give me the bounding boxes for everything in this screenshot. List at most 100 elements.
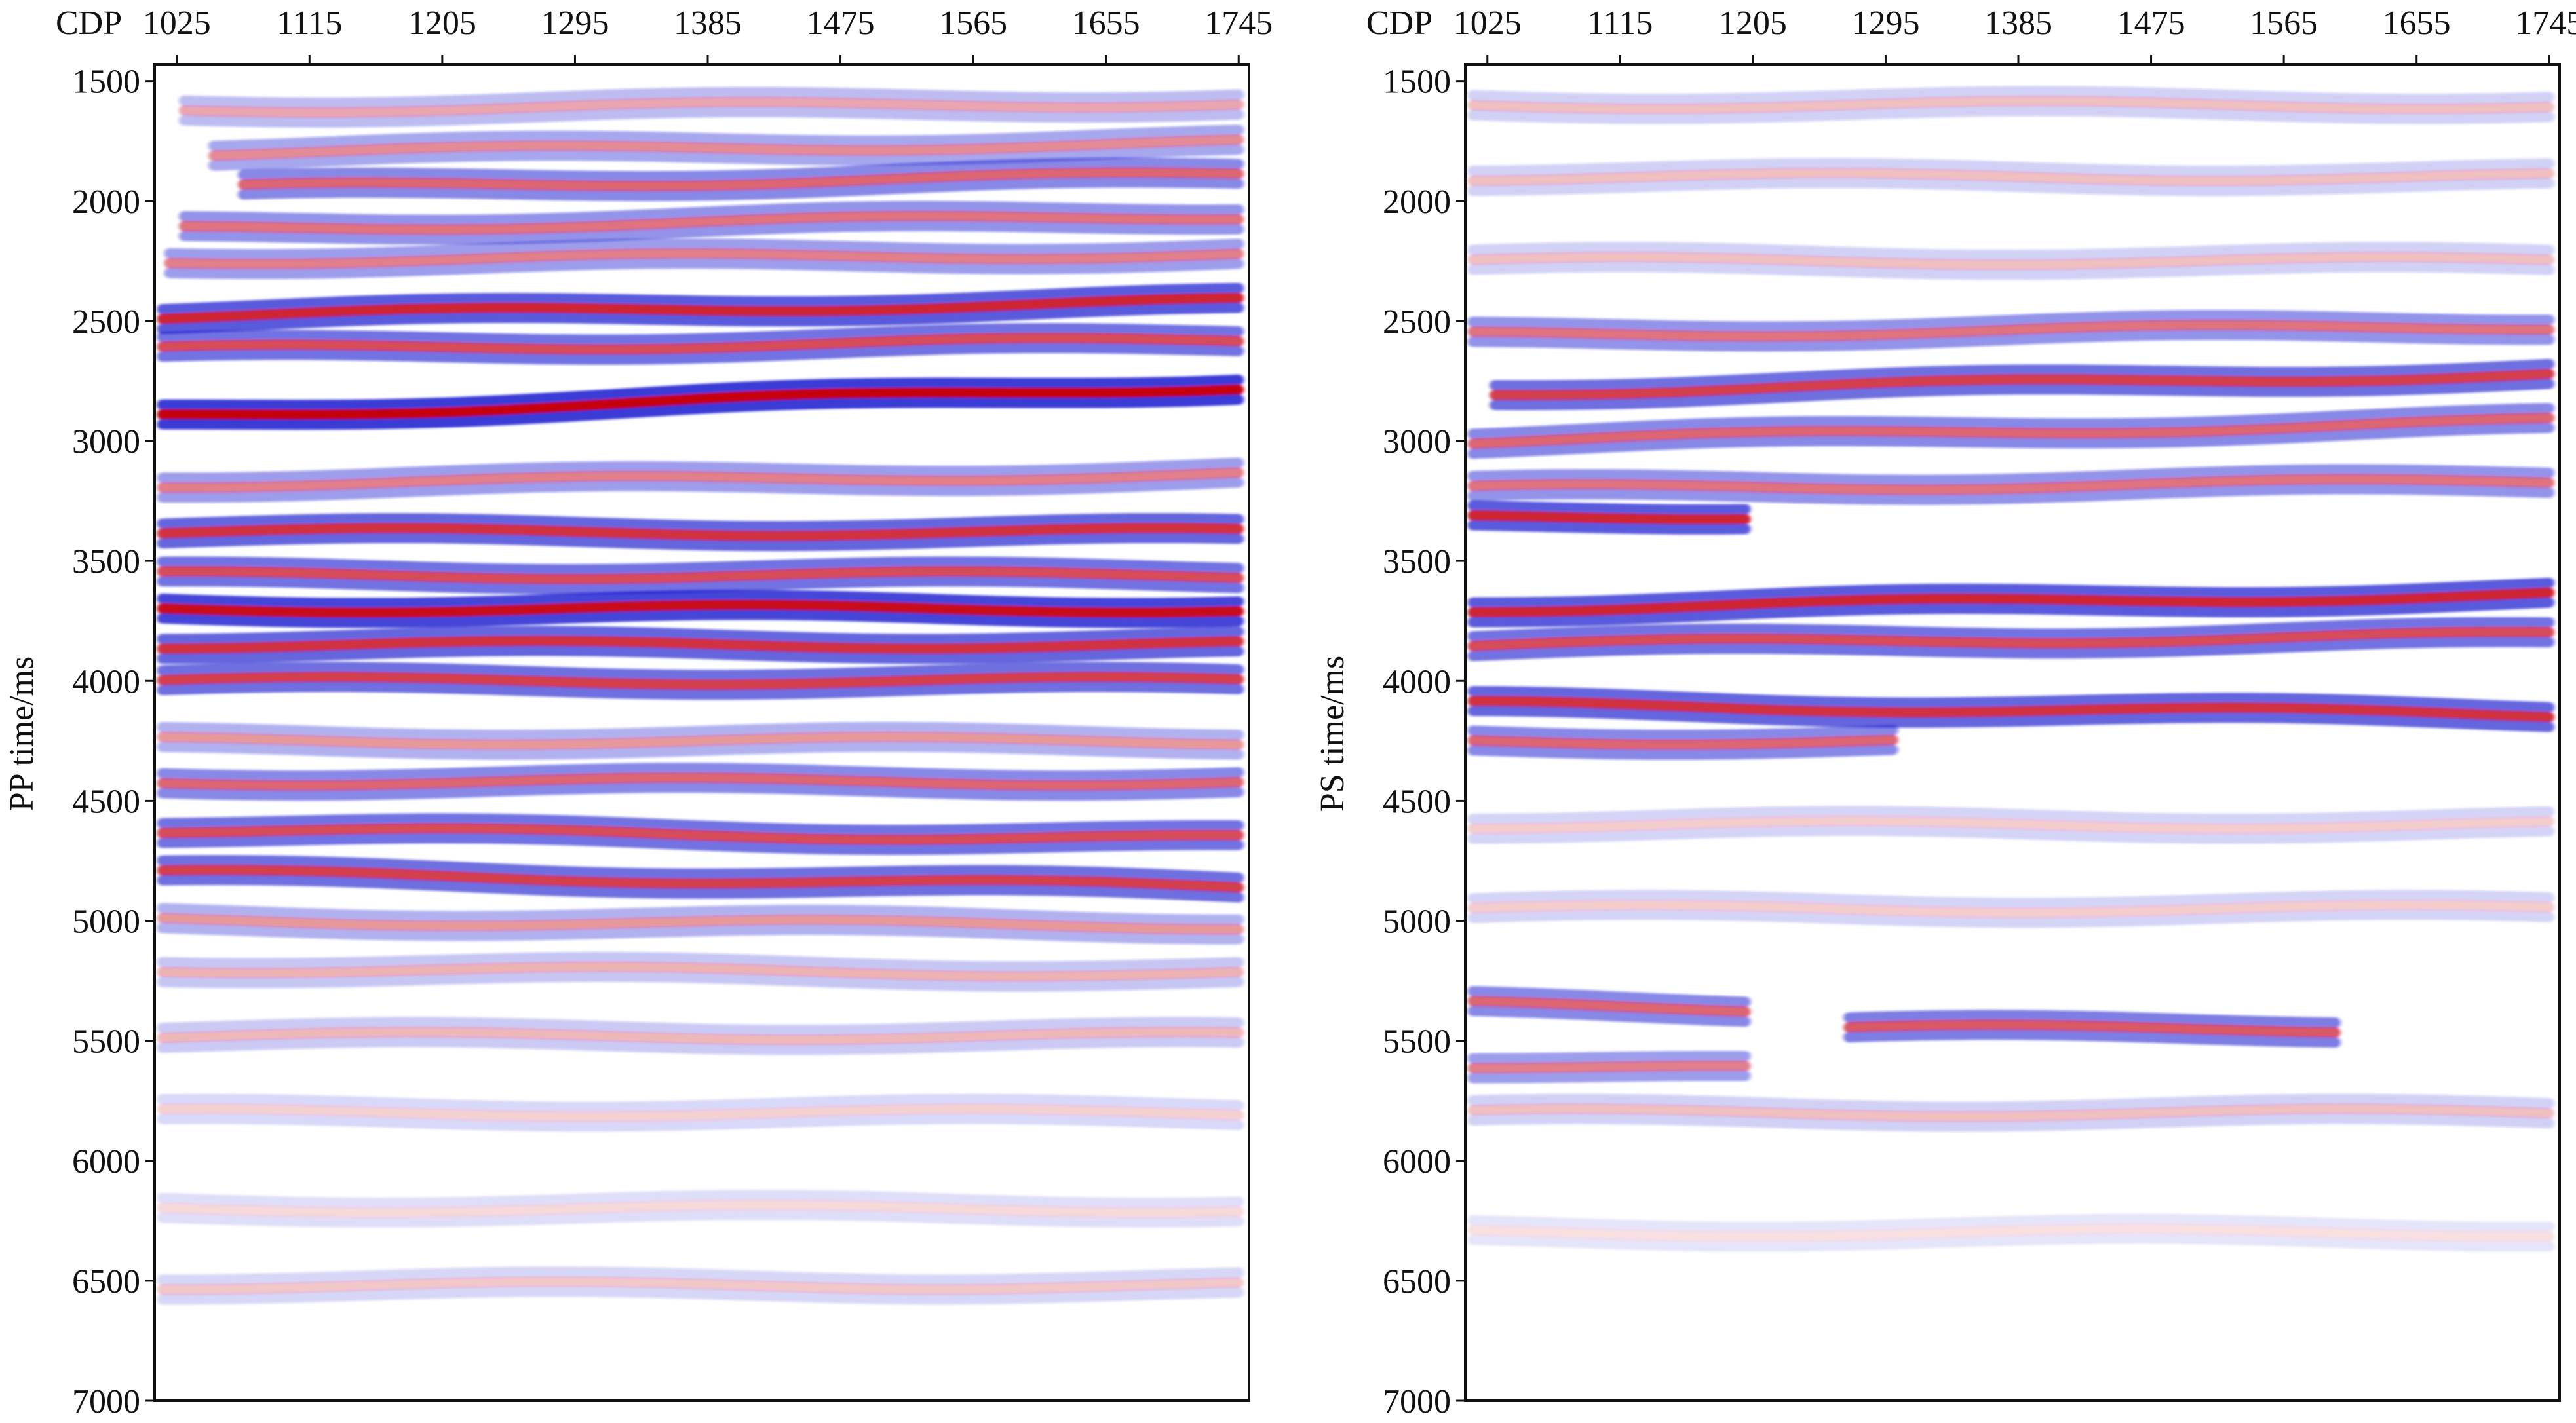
ps-y-tick-label: 5000: [1383, 903, 1451, 941]
ps-reflector-lobe: [1467, 1113, 2555, 1132]
ps-reflector-lobe: [1467, 330, 2555, 352]
ps-reflector-lobe: [1467, 617, 2555, 642]
ps-x-tick-label: 1745: [2515, 5, 2576, 42]
pp-y-tick-label: 6000: [72, 1143, 140, 1181]
pp-reflector-lobe: [157, 971, 1244, 992]
ps-reflector-lobe: [1467, 725, 1898, 740]
pp-x-tick-label: 1385: [674, 5, 742, 42]
pp-reflector-lobe: [157, 782, 1244, 801]
pp-reflector-lobe: [157, 513, 1244, 532]
ps-reflector-lobe: [1467, 996, 1751, 1017]
pp-reflector-lobe: [157, 672, 1244, 691]
ps-reflector-lobe: [1467, 520, 1751, 535]
ps-reflector-lobe: [1843, 1010, 2341, 1028]
pp-reflector-lobe: [157, 384, 1244, 421]
ps-reflector-lobe: [1467, 178, 2555, 197]
ps-reflector-lobe: [1467, 252, 2555, 271]
ps-reflector-lobe: [1467, 890, 2555, 909]
pp-reflector-lobe: [208, 144, 1244, 171]
ps-reflector-lobe: [1467, 168, 2555, 187]
ps-reflector-lobe: [1467, 474, 2555, 495]
pp-reflector-lobe: [157, 913, 1244, 935]
pp-reflector-lobe: [157, 566, 1244, 585]
pp-reflector-lobe: [157, 467, 1244, 493]
ps-reflector-lobe: [1467, 696, 2555, 723]
pp-reflector-lobe: [164, 248, 1244, 270]
ps-reflector-lobe: [1467, 706, 2555, 732]
ps-reflector-lobe: [1467, 261, 2555, 280]
ps-reflector-lobe: [1843, 1029, 2341, 1048]
pp-reflector-lobe: [157, 813, 1244, 836]
pp-y-tick-label: 2000: [72, 183, 140, 221]
pp-reflector-lobe: [157, 875, 1244, 903]
pp-reflector-lobe: [157, 865, 1244, 893]
pp-reflector-lobe: [157, 576, 1244, 595]
pp-reflector-lobe: [157, 741, 1244, 760]
ps-y-tick-label: 4500: [1383, 783, 1451, 820]
ps-reflector-lobe: [1467, 403, 2555, 440]
pp-reflector-lobe: [157, 731, 1244, 750]
pp-x-tick-labels: 1025 1115 1205 1295 1385 1475 1565 1655 1745: [143, 5, 1273, 64]
pp-reflector-lobe: [157, 763, 1244, 782]
pp-reflector-lobe: [157, 645, 1244, 664]
pp-reflector-lobe: [238, 167, 1244, 192]
ps-y-tick-label: 1500: [1383, 64, 1451, 101]
ps-x-tick-label: 1655: [2383, 5, 2451, 42]
ps-reflector-lobe: [1843, 1019, 2341, 1038]
ps-reflector-lobe: [1467, 1103, 2555, 1122]
pp-y-tick-label: 2500: [72, 303, 140, 341]
ps-x-tick-label: 1115: [1587, 5, 1653, 42]
ps-x-tick-label: 1475: [2117, 5, 2185, 42]
ps-reflector-lobe: [1467, 158, 2555, 177]
ps-reflector-lobe: [1467, 626, 2555, 652]
pp-reflector-lobe: [157, 636, 1244, 655]
ps-reflector-lobe: [1467, 320, 2555, 342]
pp-x-tick-label: 1115: [277, 5, 342, 42]
pp-reflector-lobe: [164, 258, 1244, 280]
pp-reflector-lobe: [238, 157, 1244, 182]
ps-reflector-lobe: [1467, 825, 2555, 844]
pp-x-axis-title: CDP: [56, 5, 122, 42]
ps-reflector-lobe: [1490, 378, 2555, 411]
ps-reflector-lobe: [1467, 423, 2555, 459]
pp-reflector-lobe: [157, 1199, 1244, 1219]
pp-reflector-lobe: [157, 662, 1244, 681]
pp-y-tick-label: 4000: [72, 663, 140, 700]
ps-reflector-lobe: [1467, 900, 2555, 919]
pp-reflector-lobe: [157, 681, 1244, 700]
ps-x-tick-labels: 1025 1115 1205 1295 1385 1475 1565 1655 1745: [1453, 5, 2576, 64]
ps-reflector-lobe: [1467, 744, 1898, 760]
ps-reflector-lobe: [1467, 413, 2555, 449]
ps-y-tick-label: 5500: [1383, 1023, 1451, 1061]
pp-reflector-lobe: [208, 124, 1244, 151]
pp-x-tick-label: 1475: [807, 5, 875, 42]
ps-reflector-lobe: [1467, 1071, 1751, 1084]
pp-reflector-lobe: [157, 1189, 1244, 1209]
ps-reflector-lobe: [1467, 86, 2555, 105]
pp-reflector-lobe: [157, 590, 1244, 609]
ps-reflector-lobe: [1467, 734, 1898, 750]
pp-reflector-lobe: [157, 1036, 1244, 1055]
ps-panel: CDP PS time/ms 1025 1115 1205 1295 1385 1475 1…: [1314, 5, 2576, 1420]
ps-reflector-lobe: [1467, 597, 2555, 628]
ps-reflector-lobe: [1467, 105, 2555, 124]
pp-reflector-lobe: [179, 200, 1244, 225]
pp-reflector-lobe: [157, 374, 1244, 411]
ps-x-axis-title: CDP: [1366, 5, 1432, 42]
pp-reflector-lobe: [157, 343, 1244, 365]
pp-x-tick-label: 1295: [541, 5, 609, 42]
pp-reflector-lobe: [157, 1276, 1244, 1295]
pp-y-tick-label: 5500: [72, 1023, 140, 1061]
pp-x-tick-label: 1205: [408, 5, 476, 42]
ps-x-tick-label: 1205: [1719, 5, 1787, 42]
pp-x-tick-label: 1025: [143, 5, 211, 42]
ps-y-tick-label: 2500: [1383, 303, 1451, 341]
pp-reflector-lobe: [157, 394, 1244, 430]
pp-reflector-lobe: [157, 772, 1244, 791]
ps-y-tick-label: 4000: [1383, 663, 1451, 700]
pp-reflector-lobe: [157, 333, 1244, 355]
pp-reflector-lobe: [157, 1093, 1244, 1112]
pp-reflector-lobe: [238, 177, 1244, 202]
ps-reflector-lobe: [1467, 686, 2555, 713]
pp-reflector-lobe: [157, 556, 1244, 575]
